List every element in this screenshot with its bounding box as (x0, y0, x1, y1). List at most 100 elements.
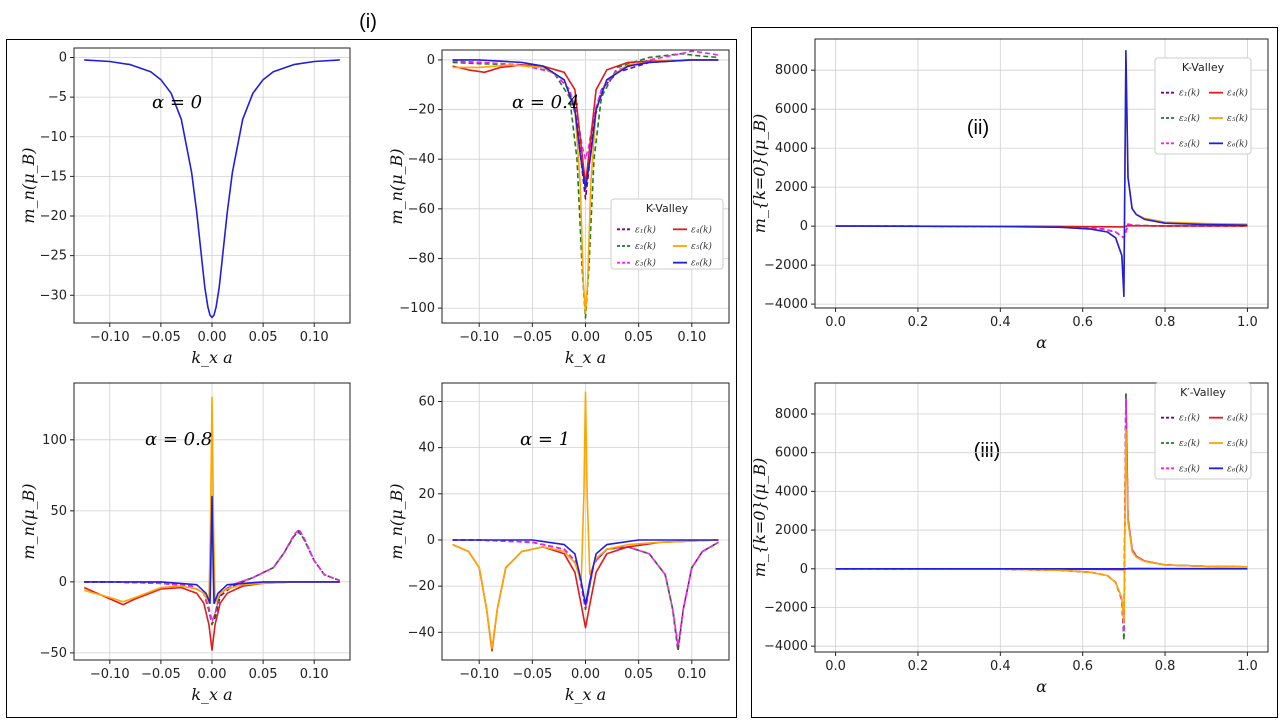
chart-p5: 0.0 0.2 0.4 0.6 0.8 1.0 8000 6000 4000 2000 0 −2000… (750, 38, 1269, 352)
y-tick-label: −15 (40, 169, 67, 184)
chart-p4: −0.10 −0.05 0.00 0.05 0.10 60 40 20 0 −20 −40 k_x a… (387, 382, 730, 704)
legend-label: ε₁(k) (1179, 88, 1200, 99)
y-tick-label: 2000 (775, 180, 808, 195)
y-axis-label: m_{k=0}(μ_B) (750, 114, 769, 233)
x-tick-label: 0.8 (1155, 659, 1176, 674)
legend-title: K-Valley (646, 202, 689, 215)
x-tick-label: 0.10 (300, 667, 329, 682)
series-line-5 (452, 391, 719, 650)
chart-p3: −0.10 −0.05 0.00 0.05 0.10 100 50 0 −50 k_x a m_n(… (19, 382, 351, 704)
y-axis-label: m_{k=0}(μ_B) (750, 458, 769, 577)
x-tick-label: 0.05 (249, 330, 278, 345)
y-tick-label: 0 (427, 53, 435, 68)
y-tick-label: 50 (50, 504, 67, 519)
legend-label: ε₂(k) (1179, 438, 1200, 449)
left-panel-frame (6, 39, 737, 718)
legend-label: ε₆(k) (1227, 138, 1248, 149)
x-tick-label: −0.10 (90, 667, 130, 682)
series-line-5 (835, 428, 1248, 624)
legend-label: ε₃(k) (1179, 463, 1200, 474)
legend-label: ε₄(k) (691, 224, 712, 235)
y-tick-label: 20 (418, 487, 435, 502)
series-line-6 (84, 495, 340, 605)
panel-label-iii: (iii) (974, 440, 1001, 462)
y-tick-label: 2000 (775, 523, 808, 538)
y-tick-label: −2000 (764, 600, 808, 615)
legend-box (1154, 382, 1252, 480)
y-tick-label: 0 (59, 575, 67, 590)
legend-label: ε₅(k) (691, 241, 712, 252)
y-tick-label: −5 (48, 90, 67, 105)
alpha-annotation: α = 0.8 (145, 429, 212, 450)
series-line-5 (83, 396, 340, 605)
y-tick-label: 6000 (775, 446, 808, 461)
x-tick-label: 0.05 (624, 330, 653, 345)
series-line-3 (452, 539, 719, 647)
y-tick-label: −10 (40, 130, 67, 145)
x-tick-label: 0.05 (624, 667, 653, 682)
y-tick-label: −60 (408, 202, 435, 217)
x-tick-label: 0.6 (1072, 315, 1093, 330)
legend-title: K-Valley (1182, 61, 1225, 74)
y-tick-label: −50 (40, 646, 67, 661)
y-tick-label: 0 (427, 533, 435, 548)
x-axis-label: α (1036, 677, 1047, 696)
alpha-annotation: α = 0.4 (512, 92, 579, 113)
x-tick-label: 0.4 (990, 659, 1011, 674)
x-axis-label: k_x a (565, 685, 606, 704)
legend-title: K′-Valley (1180, 386, 1226, 399)
right-panel-frame (751, 27, 1278, 718)
y-tick-label: −25 (40, 249, 67, 264)
x-tick-label: 0.00 (198, 330, 227, 345)
x-tick-label: 0.10 (677, 330, 706, 345)
x-tick-label: 0.8 (1155, 315, 1176, 330)
y-tick-label: −20 (408, 579, 435, 594)
alpha-annotation: α = 0 (152, 92, 202, 113)
y-tick-label: −100 (399, 301, 435, 316)
series-line-6 (835, 49, 1248, 298)
x-tick-label: −0.05 (512, 330, 552, 345)
x-tick-label: −0.10 (459, 330, 499, 345)
y-tick-label: 0 (59, 51, 67, 66)
y-tick-label: −40 (408, 625, 435, 640)
y-tick-label: 4000 (775, 141, 808, 156)
y-axis-label: m_n(μ_B) (19, 147, 38, 223)
legend-label: ε₅(k) (1227, 113, 1248, 124)
legend-label: ε₄(k) (1227, 413, 1248, 424)
panel-label-i: (i) (359, 11, 377, 33)
y-tick-label: 8000 (775, 63, 808, 78)
chart-p1: −0.10 −0.05 0.00 0.05 0.10 0 −5 −10 −15 −20 −25 −30… (19, 47, 351, 367)
plot-area-border (814, 38, 1269, 309)
x-tick-label: 0.00 (571, 330, 600, 345)
y-tick-label: 40 (418, 441, 435, 456)
x-tick-label: −0.05 (141, 667, 181, 682)
legend-label: ε₆(k) (1227, 463, 1248, 474)
legend-label: ε₁(k) (1179, 413, 1200, 424)
x-tick-label: 0.00 (198, 667, 227, 682)
alpha-annotation: α = 1 (520, 429, 570, 450)
x-tick-label: 0.0 (825, 659, 846, 674)
y-tick-label: 0 (800, 562, 808, 577)
legend-box (610, 198, 724, 270)
x-tick-label: 0.10 (677, 667, 706, 682)
legend-label: ε₃(k) (635, 258, 656, 269)
series-line-6 (452, 59, 719, 190)
y-tick-label: 6000 (775, 102, 808, 117)
legend-label: ε₃(k) (1179, 138, 1200, 149)
x-tick-label: −0.10 (90, 330, 130, 345)
y-tick-label: −4000 (764, 639, 808, 654)
x-tick-label: 0.2 (908, 659, 929, 674)
chart-p6: 0.0 0.2 0.4 0.6 0.8 1.0 8000 6000 4000 2000 0 −2000… (750, 382, 1269, 696)
y-axis-label: m_n(μ_B) (19, 483, 38, 559)
y-tick-label: 60 (418, 394, 435, 409)
x-tick-label: 0.00 (571, 667, 600, 682)
x-tick-label: 0.4 (990, 315, 1011, 330)
legend-label: ε₄(k) (1227, 88, 1248, 99)
y-tick-label: −20 (40, 209, 67, 224)
y-tick-label: −20 (408, 103, 435, 118)
legend-label: ε₅(k) (1227, 438, 1248, 449)
x-tick-label: 1.0 (1237, 315, 1258, 330)
legend-label: ε₁(k) (635, 224, 656, 235)
y-tick-label: −40 (408, 152, 435, 167)
